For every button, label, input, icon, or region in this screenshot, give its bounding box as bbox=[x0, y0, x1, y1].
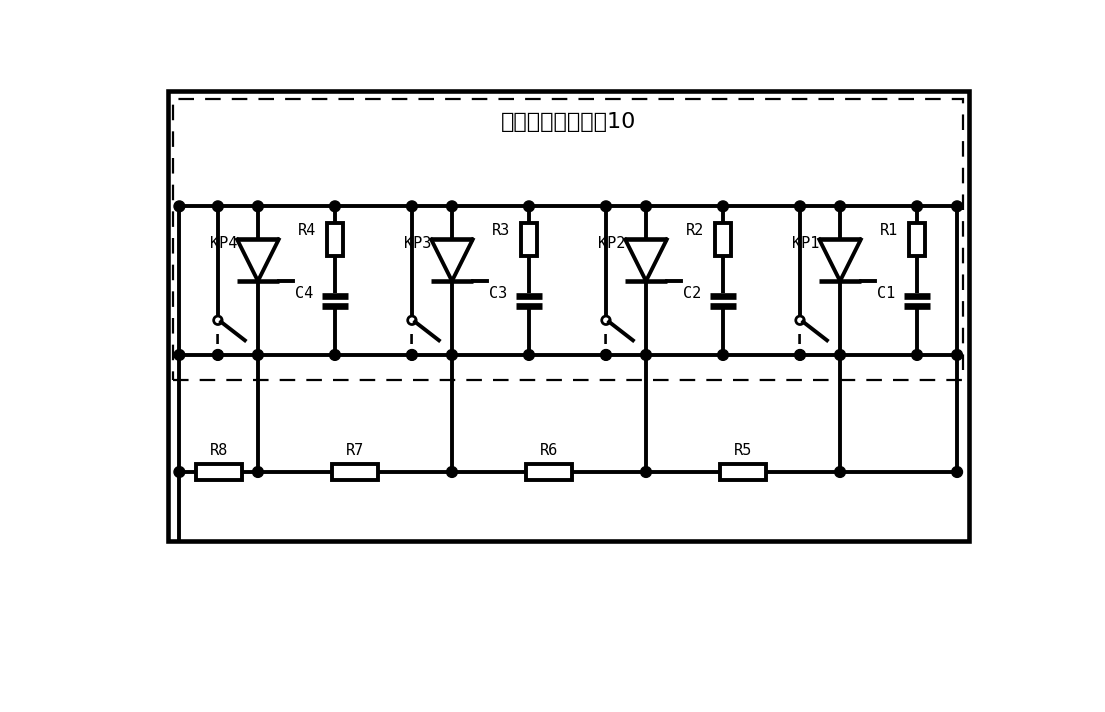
Circle shape bbox=[524, 350, 535, 360]
Circle shape bbox=[951, 350, 962, 360]
Circle shape bbox=[951, 466, 962, 477]
Circle shape bbox=[641, 201, 652, 211]
Text: C1: C1 bbox=[877, 286, 895, 301]
Bar bbox=[909, 224, 925, 256]
Circle shape bbox=[407, 350, 418, 360]
Bar bbox=[520, 224, 537, 256]
Text: I: I bbox=[214, 333, 220, 347]
Text: R1: R1 bbox=[881, 223, 898, 238]
Bar bbox=[526, 464, 572, 480]
Bar bbox=[332, 464, 378, 480]
Text: KP2: KP2 bbox=[599, 236, 625, 251]
Circle shape bbox=[912, 350, 923, 360]
Circle shape bbox=[253, 350, 263, 360]
Circle shape bbox=[717, 350, 728, 360]
Bar bbox=[168, 91, 969, 541]
Circle shape bbox=[212, 350, 223, 360]
Bar bbox=[173, 98, 964, 379]
Text: R2: R2 bbox=[686, 223, 704, 238]
Bar bbox=[327, 224, 343, 256]
Text: C3: C3 bbox=[490, 286, 507, 301]
Text: R6: R6 bbox=[540, 443, 558, 458]
Circle shape bbox=[641, 466, 652, 477]
Circle shape bbox=[253, 466, 263, 477]
Circle shape bbox=[794, 201, 806, 211]
Circle shape bbox=[173, 350, 185, 360]
Text: C4: C4 bbox=[295, 286, 313, 301]
Text: I: I bbox=[797, 333, 802, 347]
Text: I: I bbox=[409, 333, 413, 347]
Text: R4: R4 bbox=[298, 223, 316, 238]
Text: I: I bbox=[602, 333, 608, 347]
Circle shape bbox=[407, 201, 418, 211]
Text: C2: C2 bbox=[683, 286, 702, 301]
Circle shape bbox=[601, 350, 611, 360]
Circle shape bbox=[329, 201, 340, 211]
Bar bbox=[715, 224, 732, 256]
Circle shape bbox=[446, 466, 457, 477]
Text: KP1: KP1 bbox=[792, 236, 820, 251]
Circle shape bbox=[717, 201, 728, 211]
Circle shape bbox=[329, 350, 340, 360]
Circle shape bbox=[834, 201, 845, 211]
Circle shape bbox=[212, 201, 223, 211]
Circle shape bbox=[794, 350, 806, 360]
Circle shape bbox=[834, 350, 845, 360]
Text: KP4: KP4 bbox=[210, 236, 238, 251]
Text: R8: R8 bbox=[210, 443, 228, 458]
Circle shape bbox=[253, 201, 263, 211]
Circle shape bbox=[641, 350, 652, 360]
Circle shape bbox=[601, 201, 611, 211]
Text: R5: R5 bbox=[734, 443, 753, 458]
Text: R3: R3 bbox=[492, 223, 511, 238]
Text: KP3: KP3 bbox=[404, 236, 432, 251]
Circle shape bbox=[173, 466, 185, 477]
Circle shape bbox=[951, 201, 962, 211]
Circle shape bbox=[446, 350, 457, 360]
Circle shape bbox=[173, 201, 185, 211]
Bar bbox=[720, 464, 766, 480]
Circle shape bbox=[834, 466, 845, 477]
Text: R7: R7 bbox=[346, 443, 364, 458]
Bar bbox=[196, 464, 242, 480]
Circle shape bbox=[912, 201, 923, 211]
Text: 多级电阵接入电路10: 多级电阵接入电路10 bbox=[501, 112, 635, 132]
Circle shape bbox=[524, 201, 535, 211]
Circle shape bbox=[446, 201, 457, 211]
